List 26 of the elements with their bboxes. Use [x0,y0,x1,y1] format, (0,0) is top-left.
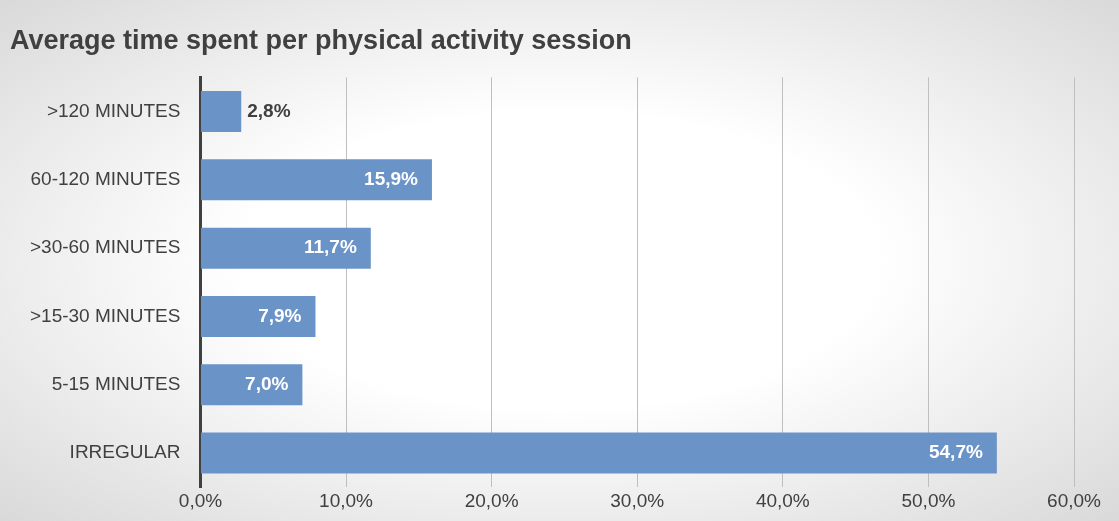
bar [200,91,242,133]
x-tick-label: 0,0% [178,489,223,511]
data-label: 2,8% [247,99,291,121]
data-label: 54,7% [928,441,983,463]
chart-title: Average time spent per physical activity session [10,24,632,55]
x-tick-label: 10,0% [319,489,374,511]
bar [200,227,371,269]
x-tick-label: 20,0% [464,489,519,511]
x-tick-label: 50,0% [901,489,956,511]
data-label: 15,9% [364,168,419,190]
data-label: 7,9% [258,304,302,326]
data-label: 7,0% [245,372,289,394]
y-tick-label: 60-120 MINUTES [30,168,181,190]
bar [200,295,316,337]
bar [200,364,303,406]
x-tick-label: 30,0% [610,489,665,511]
y-tick-label: IRREGULAR [69,441,181,463]
x-tick-label: 40,0% [755,489,810,511]
y-tick-label: >30-60 MINUTES [29,236,181,258]
y-tick-label: >15-30 MINUTES [29,304,181,326]
y-tick-label: 5-15 MINUTES [51,372,181,394]
x-tick-label: 60,0% [1047,489,1102,511]
bar [200,159,432,201]
bar [200,432,997,474]
y-tick-label: >120 MINUTES [46,99,181,121]
data-label: 11,7% [303,236,357,258]
